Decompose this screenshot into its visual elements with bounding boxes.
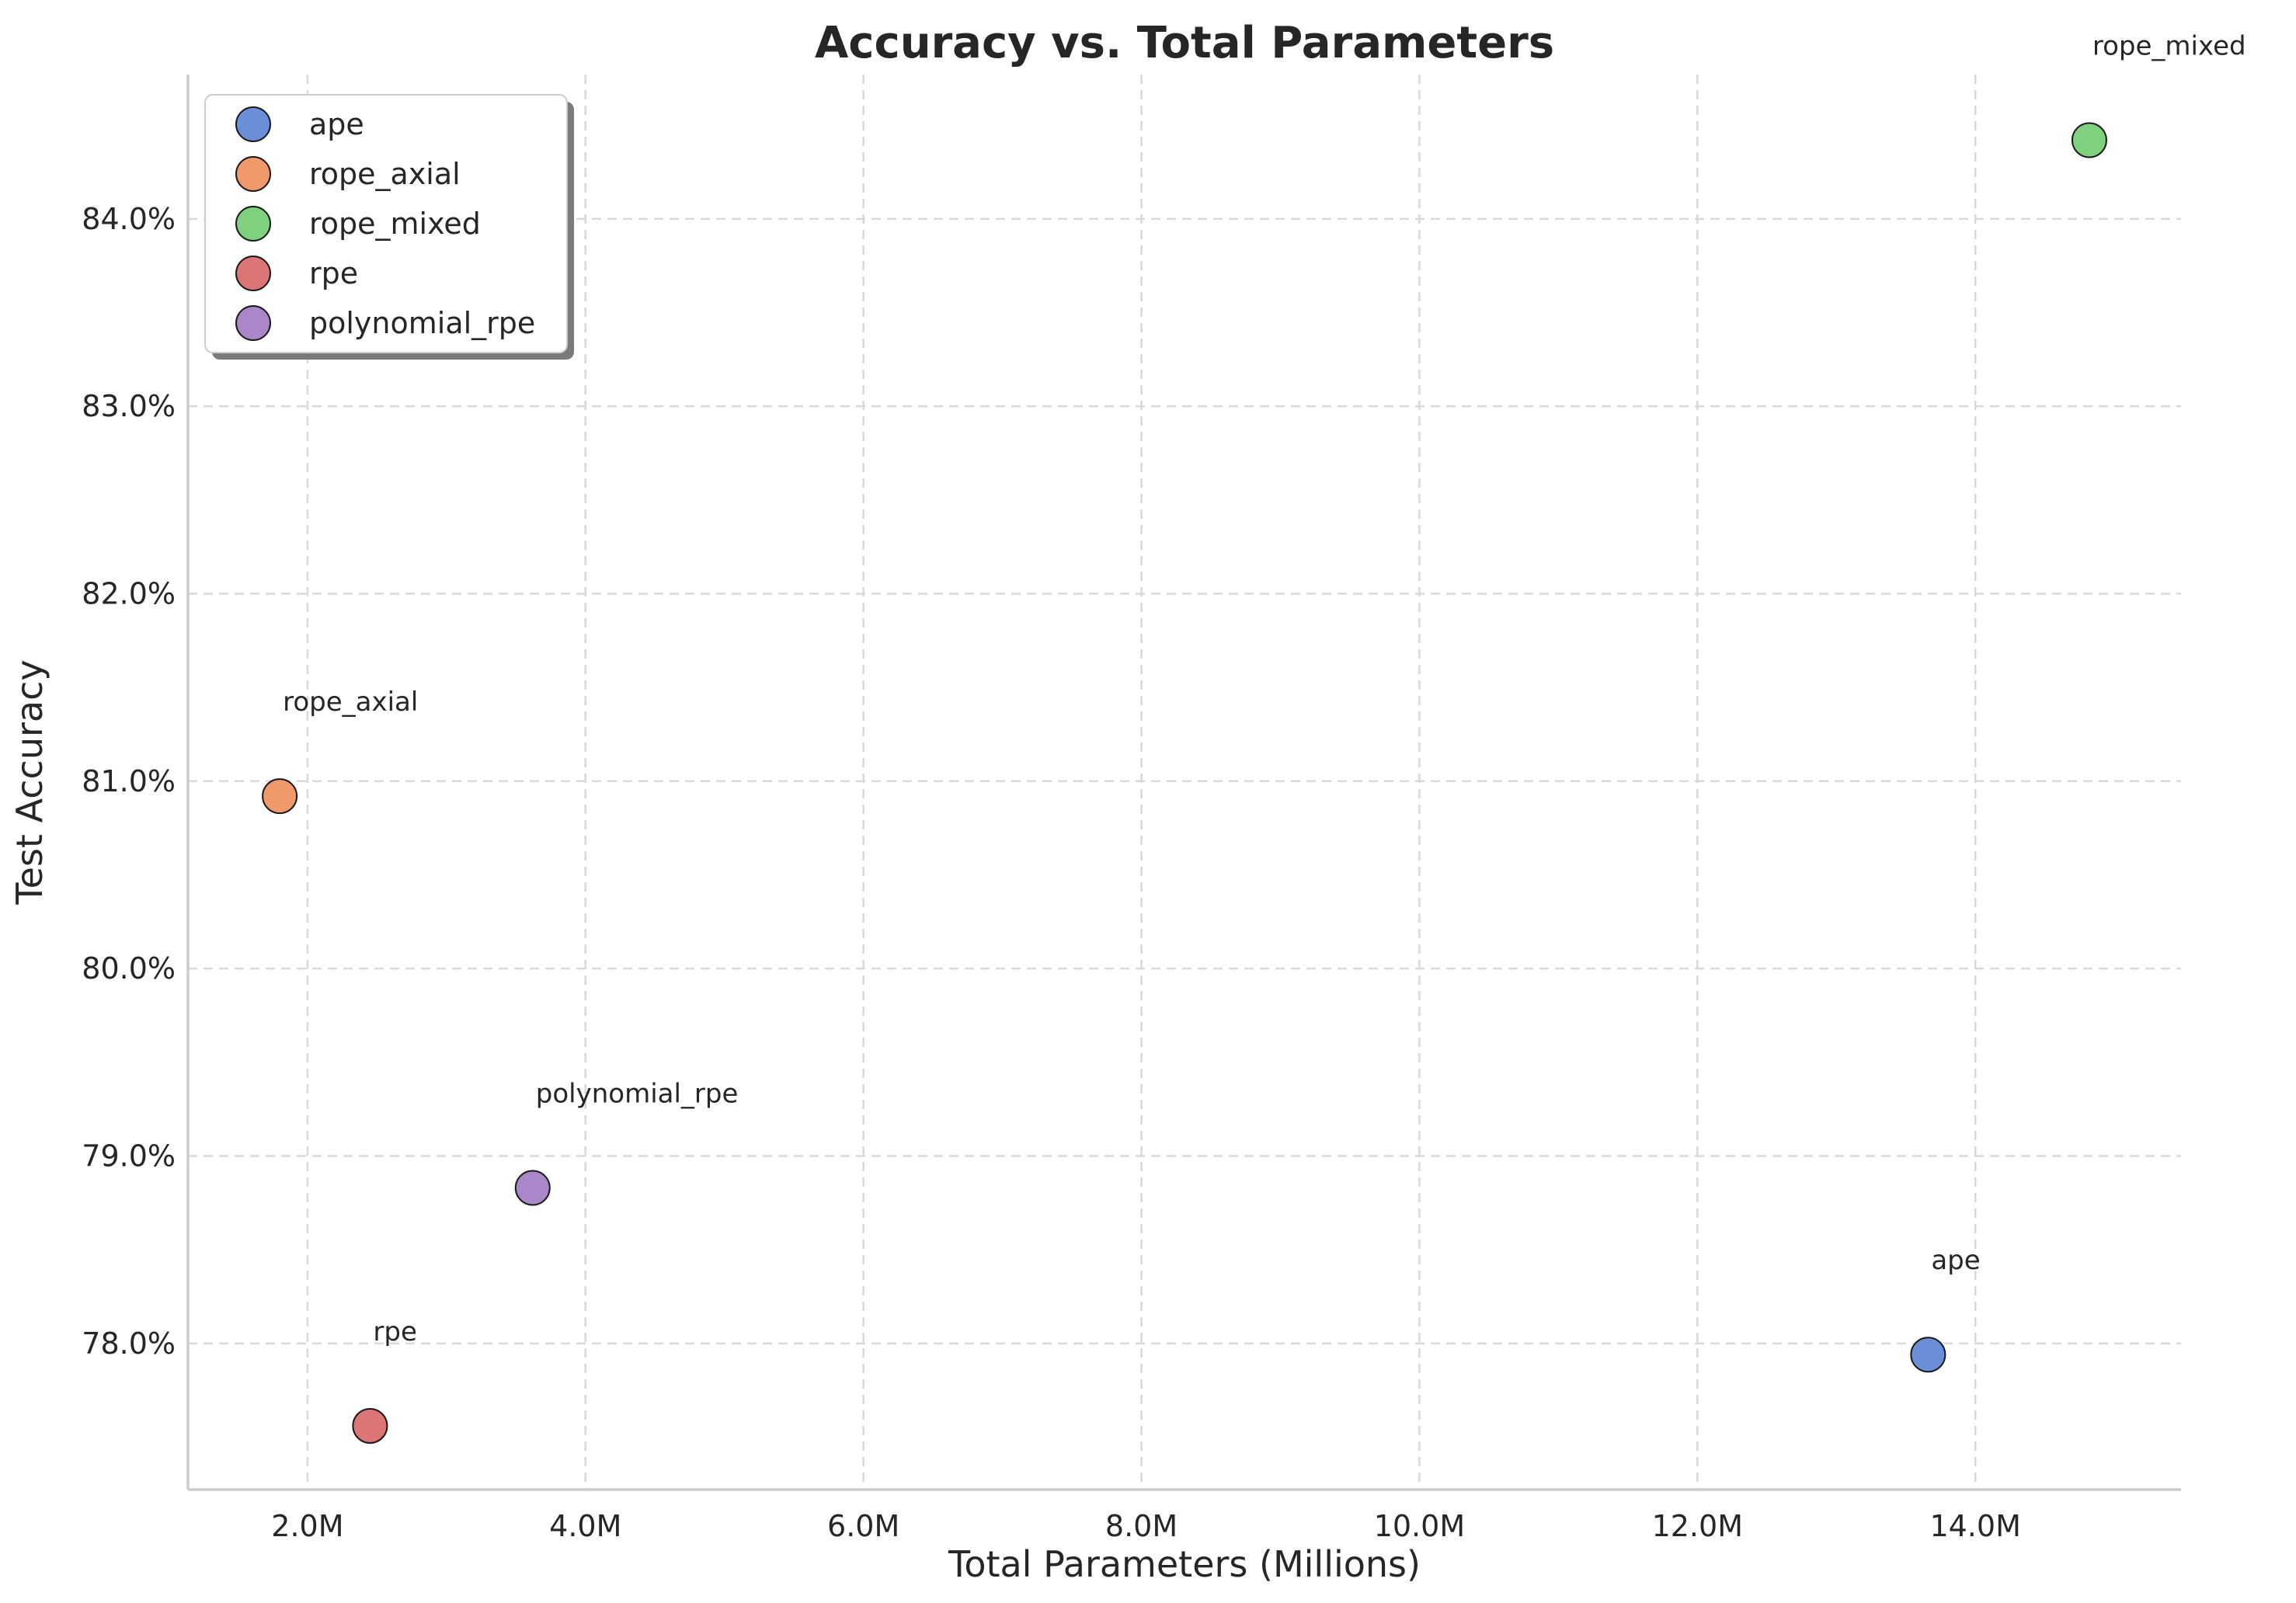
legend-marker-rope-mixed [235,206,271,242]
y-tick-label: 81.0% [82,764,176,798]
axes-spines [186,75,2181,1491]
legend-marker-polynomial-rpe [235,305,271,341]
chart-title: Accuracy vs. Total Parameters [815,18,1554,68]
legend-marker-rpe [235,256,271,291]
y-tick-label: 82.0% [82,576,176,610]
y-tick-label: 78.0% [82,1327,176,1361]
legend-marker-rope-axial [235,156,271,192]
data-point-rope-axial [262,778,298,815]
legend-label-rope-mixed: rope_mixed [309,207,481,241]
data-point-rpe [352,1407,388,1444]
annotation-rope-axial: rope_axial [283,687,418,718]
x-tick-label: 14.0M [1929,1509,2020,1543]
y-tick-label: 80.0% [82,951,176,986]
y-tick-label: 83.0% [82,389,176,423]
data-point-rope-mixed [2071,122,2107,158]
x-tick-labels: 2.0M 4.0M 6.0M 8.0M 10.0M 12.0M 14.0M [271,1509,2021,1543]
y-tick-labels: 78.0% 79.0% 80.0% 81.0% 82.0% 83.0% 84.0% [82,202,176,1361]
legend-label-rope-axial: rope_axial [309,157,461,191]
y-tick-label: 79.0% [82,1139,176,1173]
annotation-ape: ape [1931,1245,1980,1276]
y-axis-label: Test Accuracy [9,659,50,905]
data-points [262,122,2107,1444]
y-tick-label: 84.0% [82,202,176,236]
legend-label-rpe: rpe [309,256,358,290]
legend-marker-ape [235,106,271,142]
data-point-ape [1910,1337,1946,1373]
legend-box [204,94,568,353]
x-tick-label: 4.0M [549,1509,621,1543]
annotation-polynomial-rpe: polynomial_rpe [536,1078,739,1109]
x-tick-label: 2.0M [271,1509,343,1543]
x-tick-label: 8.0M [1105,1509,1178,1543]
x-tick-label: 10.0M [1374,1509,1465,1543]
x-tick-label: 12.0M [1652,1509,1743,1543]
data-point-polynomial-rpe [514,1170,551,1206]
legend-label-ape: ape [309,107,364,141]
x-axis-label: Total Parameters (Millions) [948,1543,1421,1585]
legend-label-polynomial-rpe: polynomial_rpe [309,306,535,340]
annotation-rope-mixed: rope_mixed [2092,30,2246,61]
annotation-rpe: rpe [373,1316,416,1347]
x-tick-label: 6.0M [827,1509,899,1543]
